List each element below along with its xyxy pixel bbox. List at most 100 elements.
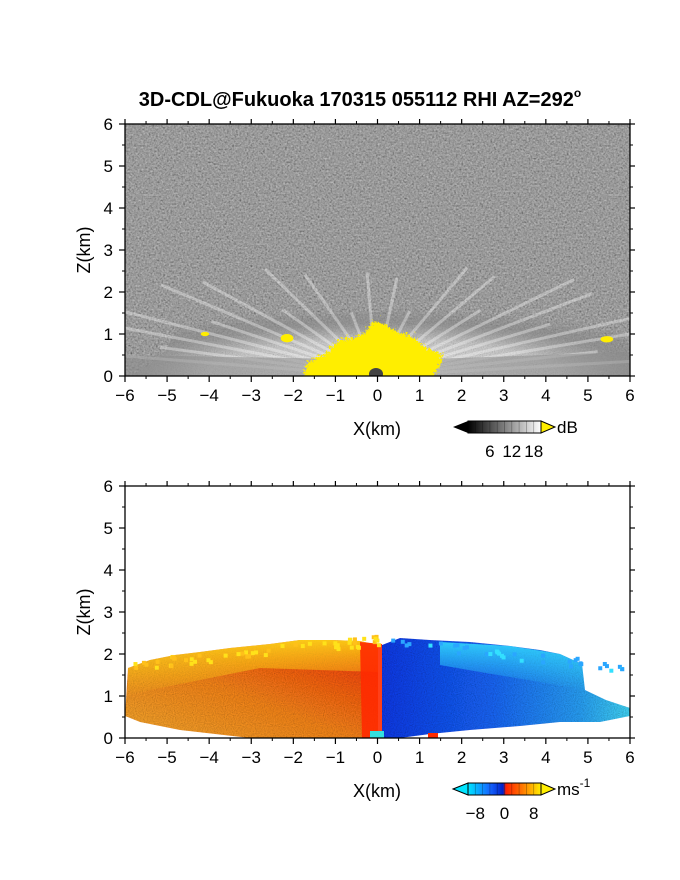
velocity-speckle bbox=[183, 658, 188, 663]
y-tick-label: 3 bbox=[104, 241, 113, 260]
velocity-speckle bbox=[349, 645, 354, 650]
velocity-speckle bbox=[567, 659, 572, 664]
y-axis-label-2: Z(km) bbox=[74, 589, 94, 636]
x-tick-label: 5 bbox=[583, 748, 592, 767]
velocity-speckle bbox=[541, 660, 546, 665]
velocity-speckle bbox=[244, 650, 249, 655]
velocity-speckle bbox=[407, 642, 412, 647]
velocity-speckle bbox=[250, 651, 255, 656]
x-tick-label: −4 bbox=[199, 748, 218, 767]
velocity-speckle bbox=[240, 651, 245, 656]
y-tick-label: 2 bbox=[104, 283, 113, 302]
velocity-speckle bbox=[428, 643, 433, 648]
x-tick-label: 2 bbox=[457, 386, 466, 405]
velocity-speckle bbox=[333, 641, 338, 646]
colorbar-unit-2: ms-1 bbox=[557, 776, 591, 799]
velocity-speckle bbox=[322, 641, 327, 646]
x-tick-label: −3 bbox=[242, 386, 261, 405]
velocity-speckle bbox=[245, 654, 250, 659]
colorbar-unit: dB bbox=[557, 418, 578, 437]
x-tick-label: −5 bbox=[157, 386, 176, 405]
x-axis-label-2: X(km) bbox=[353, 781, 401, 801]
colorbar-tick-label: 18 bbox=[524, 442, 543, 461]
velocity-speckle bbox=[579, 662, 584, 667]
strong-echo-center bbox=[300, 318, 440, 376]
velocity-speckle bbox=[133, 662, 138, 667]
y-tick-label: 3 bbox=[104, 603, 113, 622]
velocity-speckle bbox=[208, 660, 213, 665]
velocity-speckle bbox=[335, 643, 340, 648]
panel-title: 3D-CDL@Fukuoka 170315 055112 RHI AZ=292o bbox=[139, 86, 581, 111]
velocity-speckle bbox=[465, 645, 470, 650]
x-tick-label: −6 bbox=[115, 386, 134, 405]
y-tick-label: 0 bbox=[104, 729, 113, 748]
velocity-speckle bbox=[353, 640, 358, 645]
y-tick-labels: 0 1 2 3 4 5 6 bbox=[104, 115, 113, 386]
velocity-speckle bbox=[172, 656, 177, 661]
velocity-speckle bbox=[372, 640, 377, 645]
velocity-speckle bbox=[266, 648, 271, 653]
velocity-speckle bbox=[154, 665, 159, 670]
velocity-speckle bbox=[236, 652, 241, 657]
velocity-speckle bbox=[501, 655, 506, 660]
y-tick-label: 0 bbox=[104, 367, 113, 386]
x-tick-labels: −6 −5 −4 −3 −2 −1 0 1 2 3 4 5 6 bbox=[115, 386, 634, 405]
velocity-speckle bbox=[373, 636, 378, 641]
velocity-speckle bbox=[598, 666, 603, 671]
strong-echo-blob bbox=[600, 336, 614, 343]
y-tick-label: 6 bbox=[104, 477, 113, 496]
velocity-speckle bbox=[400, 639, 405, 644]
velocity-speckle bbox=[192, 659, 197, 664]
velocity-speckle bbox=[609, 668, 614, 673]
velocity-speckle bbox=[497, 651, 502, 656]
velocity-speckle bbox=[155, 659, 160, 664]
colorbar-tick-label: 8 bbox=[529, 804, 538, 823]
y-tick-label: 1 bbox=[104, 687, 113, 706]
velocity-speckle bbox=[197, 653, 202, 658]
x-tick-label: −1 bbox=[326, 386, 345, 405]
velocity-speckle bbox=[280, 644, 285, 649]
velocity-speckle bbox=[356, 645, 361, 650]
velocity-speckle bbox=[462, 646, 467, 651]
x-tick-label: −3 bbox=[242, 748, 261, 767]
velocity-speckle bbox=[512, 652, 517, 657]
velocity-speckle bbox=[453, 643, 458, 648]
x-tick-label: 6 bbox=[625, 748, 634, 767]
velocity-speckle bbox=[604, 664, 609, 669]
velocity-speckle bbox=[438, 641, 443, 646]
velocity-speckle bbox=[169, 664, 174, 669]
x-tick-label: 1 bbox=[415, 748, 424, 767]
x-tick-label: 4 bbox=[541, 748, 550, 767]
velocity-speckle bbox=[334, 645, 339, 650]
velocity-speckle bbox=[144, 662, 149, 667]
velocity-speckle bbox=[300, 644, 305, 649]
axis-ticks-2 bbox=[119, 481, 635, 744]
axis-ticks bbox=[119, 119, 635, 382]
velocity-colorbar: −8 0 8 ms-1 bbox=[451, 776, 591, 823]
velocity-speckle bbox=[602, 661, 607, 666]
x-tick-label: 1 bbox=[415, 386, 424, 405]
strong-echo-blob bbox=[280, 334, 294, 343]
reflectivity-panel: 3D-CDL@Fukuoka 170315 055112 RHI AZ=292o… bbox=[74, 86, 635, 461]
velocity-speckle bbox=[376, 643, 381, 648]
x-tick-label: −4 bbox=[199, 386, 218, 405]
velocity-speckle bbox=[391, 638, 396, 643]
velocity-speckle bbox=[206, 658, 211, 663]
y-tick-label: 4 bbox=[104, 561, 113, 580]
y-tick-label: 4 bbox=[104, 199, 113, 218]
reflectivity-image bbox=[125, 124, 630, 376]
colorbar-tick-label: 6 bbox=[485, 442, 494, 461]
velocity-speckle bbox=[141, 660, 146, 665]
title-text: 3D-CDL@Fukuoka 170315 055112 RHI AZ=292 bbox=[139, 89, 574, 111]
velocity-speckle bbox=[519, 658, 524, 663]
y-tick-labels-2: 0 1 2 3 4 5 6 bbox=[104, 477, 113, 748]
velocity-speckle bbox=[307, 641, 312, 646]
velocity-speckle bbox=[223, 653, 228, 658]
strong-echo-blob bbox=[200, 331, 210, 337]
velocity-speckle bbox=[620, 667, 625, 672]
x-tick-label: 5 bbox=[583, 386, 592, 405]
title-degree: o bbox=[574, 86, 581, 100]
x-tick-label: −2 bbox=[284, 386, 303, 405]
